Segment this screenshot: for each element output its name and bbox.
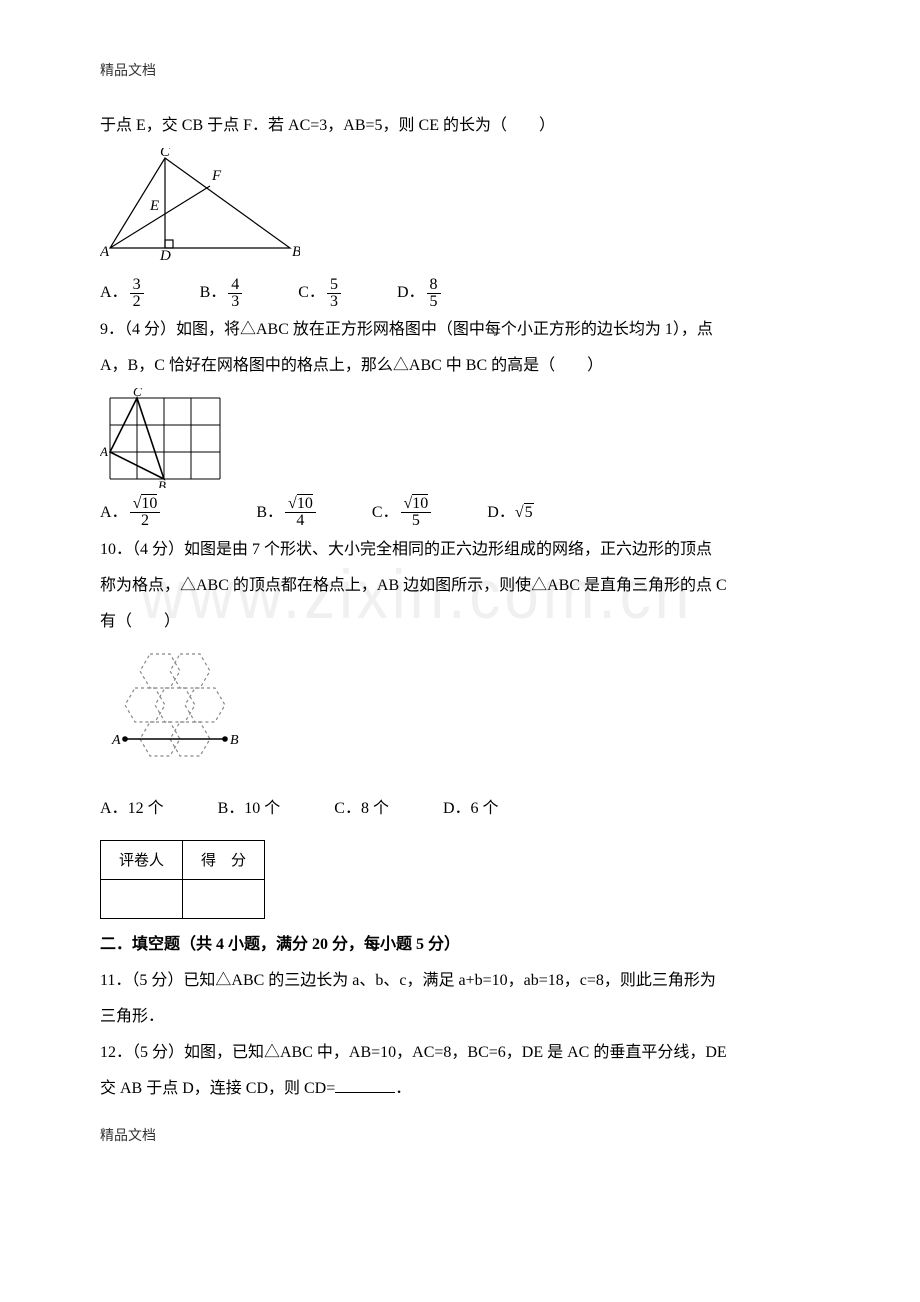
q10-stem-a: 10．（4 分）如图是由 7 个形状、大小完全相同的正六边形组成的网络，正六边形… — [100, 534, 820, 566]
svg-text:F: F — [211, 168, 222, 184]
svg-text:B: B — [230, 733, 239, 748]
svg-text:A: A — [100, 244, 110, 260]
q9-stem-a: 9．（4 分）如图，将△ABC 放在正方形网格图中（图中每个小正方形的边长均为 … — [100, 314, 820, 346]
score-col2: 得 分 — [183, 840, 265, 879]
q11-a: 11．（5 分）已知△ABC 的三边长为 a、b、c，满足 a+b=10，ab=… — [100, 965, 820, 997]
section2-title: 二．填空题（共 4 小题，满分 20 分，每小题 5 分） — [100, 929, 820, 961]
q9-stem-b: A，B，C 恰好在网格图中的格点上，那么△ABC 中 BC 的高是（ ） — [100, 350, 820, 382]
q9-figure: A C B — [100, 388, 230, 488]
svg-text:C: C — [160, 148, 171, 160]
score-table: 评卷人 得 分 — [100, 840, 265, 919]
svg-text:D: D — [159, 248, 171, 264]
q8-options: A．32 B．43 C．53 D．85 — [100, 274, 820, 310]
score-col1: 评卷人 — [101, 840, 183, 879]
q8-cont-text: 于点 E，交 CB 于点 F．若 AC=3，AB=5，则 CE 的长为（ ） — [100, 110, 820, 142]
header-text: 精品文档 — [100, 60, 820, 80]
q12-a: 12．（5 分）如图，已知△ABC 中，AB=10，AC=8，BC=6，DE 是… — [100, 1037, 820, 1069]
q11-b: 三角形． — [100, 1001, 820, 1033]
svg-text:B: B — [292, 244, 300, 260]
svg-text:B: B — [158, 478, 166, 488]
q10-options: A．12 个 B．10 个 C．8 个 D．6 个 — [100, 790, 820, 826]
q10-figure: A B — [100, 644, 280, 784]
q10-stem-b: 称为格点，△ABC 的顶点都在格点上，AB 边如图所示，则使△ABC 是直角三角… — [100, 570, 820, 602]
q8-figure: A D B C E F — [100, 148, 300, 268]
svg-text:C: C — [133, 388, 142, 399]
q10-stem-c: 有（ ） — [100, 606, 820, 638]
svg-text:A: A — [111, 733, 121, 748]
footer-text: 精品文档 — [100, 1125, 820, 1145]
svg-text:A: A — [100, 444, 108, 459]
svg-text:E: E — [149, 198, 159, 214]
q12-blank — [335, 1078, 395, 1093]
q9-options: A．√102 B．√104 C．√105 D．√5 — [100, 494, 820, 530]
q12-b: 交 AB 于点 D，连接 CD，则 CD=． — [100, 1073, 820, 1105]
